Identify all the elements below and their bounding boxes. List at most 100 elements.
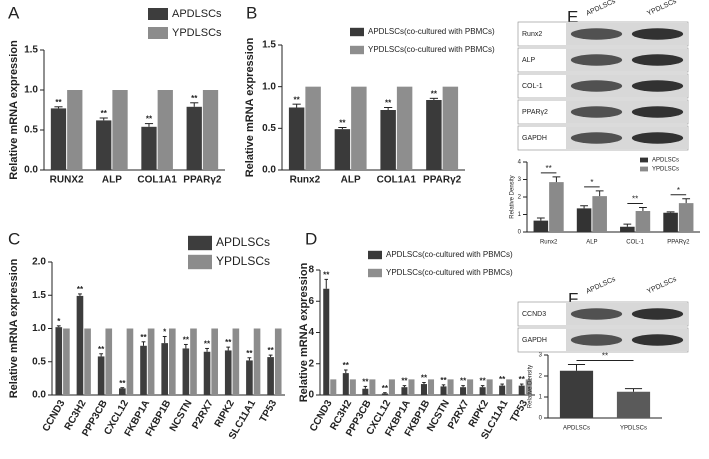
significance: * — [163, 328, 167, 337]
bar — [467, 379, 474, 395]
x-tick-label: PPARγ2 — [183, 175, 222, 186]
bar — [305, 86, 321, 170]
bar — [76, 295, 84, 395]
bar — [420, 384, 427, 395]
significance: ** — [343, 361, 350, 370]
significance: ** — [440, 376, 447, 385]
bar — [440, 386, 447, 395]
y-tick-label: 0.5 — [32, 356, 46, 367]
bar — [369, 379, 376, 395]
y-tick-label: 6 — [308, 296, 314, 307]
y-tick-label: 0.5 — [24, 125, 38, 136]
legend-label: APDLSCs(co-cultured with PBMCs) — [368, 27, 495, 36]
significance: ** — [146, 115, 153, 124]
bar — [525, 379, 532, 395]
lane-label: YPDLSCs — [646, 0, 678, 17]
significance: ** — [546, 164, 552, 173]
legend-swatch — [640, 166, 648, 172]
y-tick-label: 1.0 — [32, 323, 46, 334]
legend-label: APDLSCs — [172, 8, 222, 20]
bar — [182, 348, 190, 395]
bar — [140, 345, 147, 395]
blot-row-label: CCND3 — [522, 311, 546, 318]
y-tick-label: 0.0 — [24, 165, 38, 176]
bar — [112, 90, 128, 170]
significance: ** — [294, 95, 301, 104]
legend-label: YPDLSCs(co-cultured with PBMCs) — [386, 268, 513, 277]
bar — [203, 351, 211, 395]
significance: * — [590, 178, 593, 187]
bar — [549, 182, 564, 232]
significance: ** — [267, 346, 274, 355]
blot-band — [631, 80, 684, 92]
bar — [119, 388, 126, 395]
y-tick-label: 1.5 — [24, 45, 38, 56]
significance: ** — [225, 338, 232, 347]
x-tick-label: APDLSCs — [563, 426, 590, 432]
bar — [499, 385, 506, 395]
x-tick-label: Runx2 — [540, 240, 558, 246]
bar — [533, 220, 549, 232]
bar — [224, 350, 232, 395]
bar — [380, 110, 396, 170]
y-tick-label: 1.0 — [262, 81, 276, 92]
y-tick-label: 0.0 — [32, 390, 46, 401]
bar — [362, 388, 369, 395]
legend-label: YPDLSCs(co-cultured with PBMCs) — [368, 45, 495, 54]
x-tick-label: COL1A1 — [377, 175, 417, 186]
bar — [84, 328, 91, 395]
bar — [96, 120, 112, 170]
significance: ** — [119, 379, 126, 388]
y-axis-label: Relative mRNA expression — [8, 258, 20, 398]
blot-band — [570, 106, 623, 118]
bar — [147, 328, 155, 395]
blot-row-label: PPARγ2 — [522, 109, 548, 116]
significance: ** — [602, 352, 608, 361]
y-tick-label: 8 — [308, 265, 314, 276]
blot-row-label: GAPDH — [522, 135, 547, 142]
y-tick-label: 4 — [518, 160, 522, 166]
blot-band — [631, 308, 684, 320]
x-tick-label: RUNX2 — [50, 175, 84, 186]
significance: ** — [519, 375, 526, 384]
blot-band — [631, 54, 684, 66]
bar — [635, 211, 651, 232]
bar — [506, 379, 513, 395]
significance: ** — [382, 384, 389, 393]
bar — [663, 212, 678, 232]
x-tick-label: PPARγ2 — [667, 240, 690, 246]
significance: ** — [98, 345, 105, 354]
bar — [267, 357, 274, 395]
blot-row-label: COL-1 — [522, 83, 543, 90]
significance: ** — [499, 375, 506, 384]
significance: ** — [480, 377, 487, 386]
legend-label: APDLSCs — [652, 158, 679, 164]
bar — [55, 327, 63, 395]
y-tick-label: 0 — [539, 416, 543, 422]
bar — [67, 90, 83, 170]
legend-label: APDLSCs(co-cultured with PBMCs) — [386, 250, 513, 259]
y-tick-label: 2 — [308, 358, 314, 369]
blot-row-label: Runx2 — [522, 31, 542, 38]
significance: ** — [183, 336, 190, 345]
significance: ** — [77, 285, 84, 294]
bar — [576, 208, 592, 232]
y-tick-label: 3 — [539, 353, 543, 359]
blot-band — [631, 106, 684, 118]
blot-band — [570, 54, 623, 66]
legend-swatch — [368, 250, 382, 260]
blot-band — [570, 80, 623, 92]
legend-swatch — [188, 254, 212, 270]
y-axis-label: Relative mRNA expression — [244, 37, 256, 177]
blot-band — [631, 132, 684, 144]
bar — [381, 393, 388, 395]
x-tick-label: TP53 — [258, 398, 280, 425]
y-tick-label: 2.0 — [32, 257, 46, 268]
x-tick-label: YPDLSCs — [620, 426, 647, 432]
y-tick-label: 1 — [518, 212, 522, 218]
significance: ** — [55, 98, 62, 107]
bar — [105, 328, 113, 395]
bar — [161, 343, 168, 395]
bar — [620, 226, 635, 232]
significance: ** — [431, 89, 438, 98]
